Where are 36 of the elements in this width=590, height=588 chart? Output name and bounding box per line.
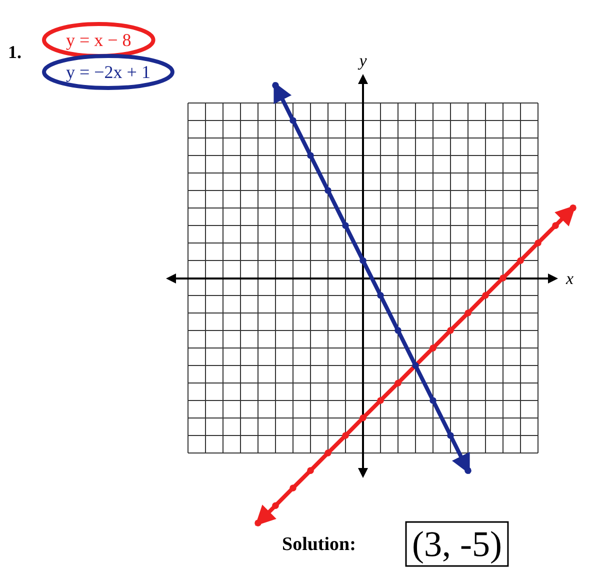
- point: [482, 292, 489, 299]
- point: [447, 432, 454, 439]
- point: [254, 520, 262, 526]
- point: [464, 310, 472, 316]
- text: y = x − 8: [66, 30, 132, 50]
- point: [447, 327, 454, 334]
- text: 1.: [8, 42, 22, 62]
- point: [324, 187, 332, 194]
- point: [394, 380, 402, 386]
- point: [272, 502, 279, 509]
- point: [394, 327, 402, 334]
- point: [360, 414, 366, 422]
- point: [517, 257, 524, 264]
- point: [377, 397, 384, 404]
- y-axis-title: y: [357, 51, 368, 70]
- point: [430, 344, 436, 352]
- x-axis-title: x: [565, 269, 574, 288]
- point: [464, 467, 472, 474]
- point: [500, 274, 506, 282]
- point: [307, 467, 314, 474]
- point: [360, 257, 366, 264]
- point: [307, 152, 314, 159]
- point: [324, 450, 332, 456]
- point: [342, 432, 349, 439]
- text: Solution:: [282, 534, 356, 555]
- point: [377, 292, 384, 299]
- text: y = −2x + 1: [66, 62, 150, 82]
- point: [570, 204, 576, 212]
- point: [430, 397, 436, 404]
- point: [342, 222, 349, 229]
- point: [552, 222, 559, 229]
- point: [534, 240, 542, 246]
- point: [272, 82, 279, 89]
- point: [290, 484, 296, 492]
- point: [290, 117, 296, 124]
- text: (3, -5): [412, 524, 502, 564]
